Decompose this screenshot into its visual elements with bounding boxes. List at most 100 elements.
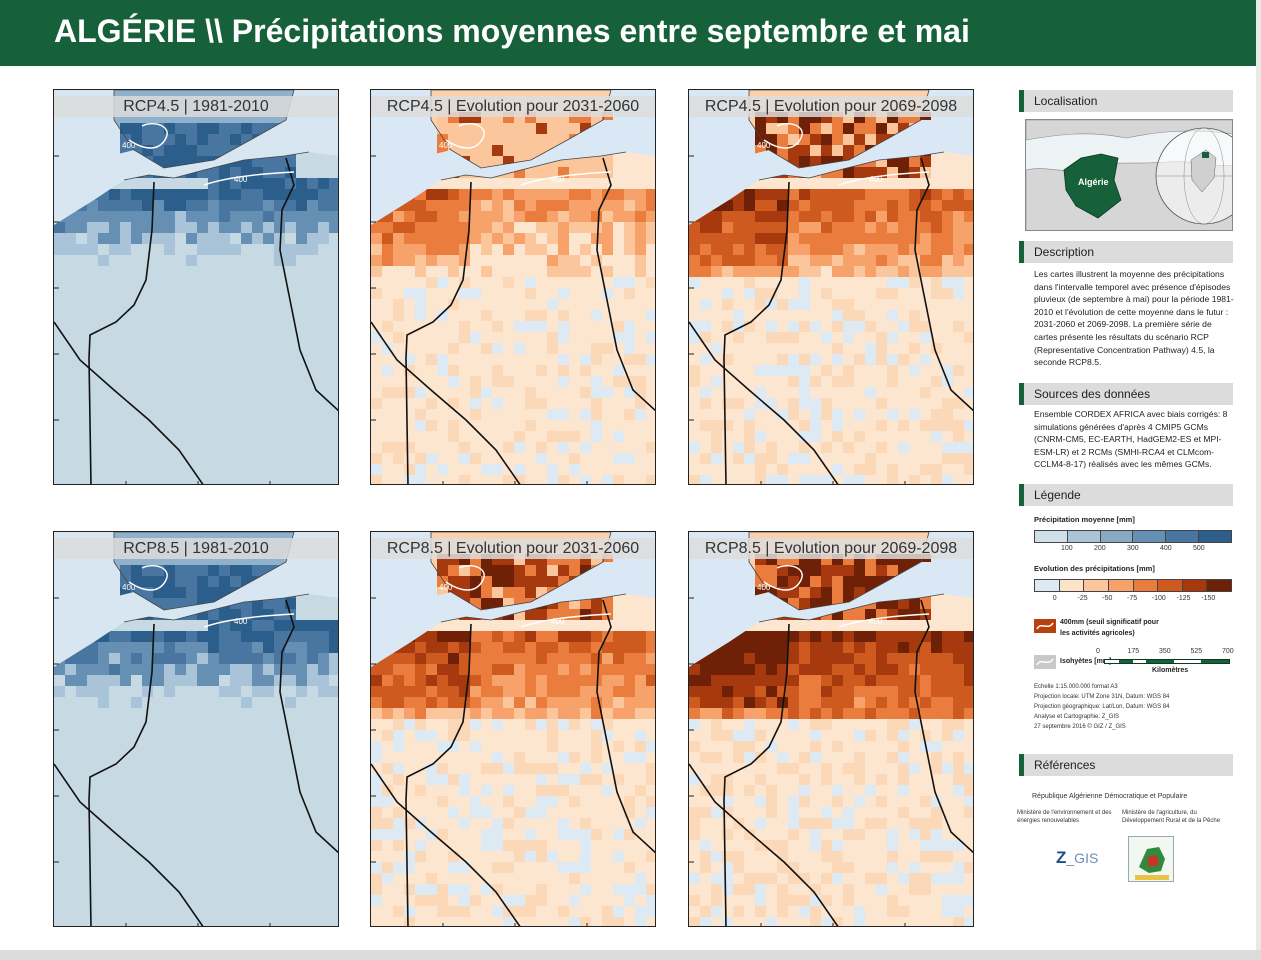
republic-label: République Algérienne Démocratique et Po… xyxy=(1032,793,1188,800)
page-shadow xyxy=(0,950,1261,960)
isohyet-label: 400 xyxy=(551,617,565,626)
map-note: Projection géographique: Lat/Lon, Datum:… xyxy=(1034,704,1170,710)
legend-tick-label: -125 xyxy=(1176,595,1191,602)
precip-ticks: 100 200 300 400 500 xyxy=(1034,545,1232,555)
legend-tick-label: 525 xyxy=(1190,648,1203,655)
map-canvas: 400 400 xyxy=(689,90,973,484)
ministry-agriculture: Ministère de l'agriculture, du Développe… xyxy=(1122,810,1221,824)
description-text: Les cartes illustrent la moyenne des pré… xyxy=(1034,269,1234,368)
precip-color-class xyxy=(1035,531,1068,542)
ministry-environment: Ministère de l'environnement et des éner… xyxy=(1017,810,1112,824)
map-rcp45-2069-2098: 400 400 RCP4.5 | Evolution pour 2069-2098 xyxy=(688,89,974,485)
map-note: Echelle 1:15.000.000 format A3 xyxy=(1034,684,1118,690)
legend-tick-label: 200 xyxy=(1094,545,1106,552)
scale-bar-ticks: 0 175 350 525 700 xyxy=(1096,648,1234,658)
map-canvas: 400 400 xyxy=(371,90,655,484)
precip-color-class xyxy=(1133,531,1167,542)
map-canvas: 400 400 xyxy=(689,532,973,926)
legend-tick-label: -25 xyxy=(1077,595,1088,602)
section-heading: Sources des données xyxy=(1034,387,1151,401)
section-heading: Légende xyxy=(1034,488,1081,502)
map-title: RCP8.5 | 1981-2010 xyxy=(54,538,338,559)
isohyet-label: 400 xyxy=(551,175,565,184)
legend-tick-label: -150 xyxy=(1201,595,1216,602)
section-description: Description xyxy=(1019,241,1233,263)
map-canvas: 400 400 xyxy=(54,532,338,926)
sources-text: Ensemble CORDEX AFRICA avec biais corrig… xyxy=(1034,409,1228,470)
map-rcp85-1981-2010: 400 400 RCP8.5 | 1981-2010 xyxy=(53,531,339,927)
evolution-color-class xyxy=(1059,580,1085,591)
legend-tick-label: 500 xyxy=(1193,545,1205,552)
legend-tick-label: 100 xyxy=(1061,545,1073,552)
isohyet-label: Isohyètes [mm] xyxy=(1060,658,1112,665)
legend-tick-label: -100 xyxy=(1151,595,1166,602)
evolution-color-class xyxy=(1207,580,1231,591)
legend-tick-label: 0 xyxy=(1052,595,1057,602)
map-canvas: 400 400 xyxy=(371,532,655,926)
zgis-logo: Z_GIS xyxy=(1056,848,1099,867)
precip-color-class xyxy=(1100,531,1134,542)
evolution-color-class xyxy=(1108,580,1134,591)
evolution-legend-title: Evolution des précipitations [mm] xyxy=(1034,564,1155,573)
legend-tick-label: -75 xyxy=(1127,595,1138,602)
map-canvas: 400 400 xyxy=(54,90,338,484)
locator-map: Algérie xyxy=(1025,119,1233,231)
threshold-label: 400mm (seuil significatif pour les activ… xyxy=(1060,619,1159,637)
scale-unit: Kilomètres xyxy=(1152,667,1189,674)
section-legend: Légende xyxy=(1019,484,1233,506)
section-references: Références xyxy=(1019,754,1233,776)
evolution-color-class xyxy=(1084,580,1109,591)
evolution-color-class xyxy=(1182,580,1208,591)
map-note: 27 septembre 2016 © GIZ / Z_GIS xyxy=(1034,724,1126,730)
map-title: RCP4.5 | Evolution pour 2031-2060 xyxy=(371,96,655,117)
map-rcp45-1981-2010: 400 400 RCP4.5 | 1981-2010 xyxy=(53,89,339,485)
evolution-color-class xyxy=(1133,580,1159,591)
isohyet-label: 400 xyxy=(869,617,883,626)
precip-color-class xyxy=(1199,531,1231,542)
page-title: ALGÉRIE \\ Précipitations moyennes entre… xyxy=(54,13,970,49)
map-title: RCP4.5 | 1981-2010 xyxy=(54,96,338,117)
isohyet-label: 400 xyxy=(439,583,453,592)
title-banner: ALGÉRIE \\ Précipitations moyennes entre… xyxy=(0,0,1256,66)
map-title: RCP8.5 | Evolution pour 2069-2098 xyxy=(689,538,973,559)
precip-color-class xyxy=(1067,531,1101,542)
map-note: Analyse et Cartographie: Z_GIS xyxy=(1034,714,1120,720)
map-rcp85-2031-2060: 400 400 RCP8.5 | Evolution pour 2031-2060 xyxy=(370,531,656,927)
legend-tick-label: 0 xyxy=(1096,648,1100,655)
map-rcp85-2069-2098: 400 400 RCP8.5 | Evolution pour 2069-2098 xyxy=(688,531,974,927)
isohyet-label: 400 xyxy=(122,583,136,592)
map-note: Projection locale: UTM Zone 31N, Datum: … xyxy=(1034,694,1170,700)
evolution-ticks: 0 -25 -50 -75 -100 -125 -150 xyxy=(1034,595,1232,605)
scale-bar xyxy=(1104,659,1230,664)
legend-tick-label: 175 xyxy=(1127,648,1140,655)
threshold-swatch xyxy=(1034,619,1056,633)
section-sources: Sources des données xyxy=(1019,383,1233,405)
section-heading: Références xyxy=(1034,758,1096,772)
isohyet-label: 400 xyxy=(757,583,771,592)
precip-legend-title: Précipitation moyenne [mm] xyxy=(1034,515,1135,524)
precip-color-class xyxy=(1166,531,1200,542)
precip-color-ramp xyxy=(1034,530,1232,543)
section-heading: Description xyxy=(1034,245,1095,259)
isohyet-label: 400 xyxy=(869,175,883,184)
legend-tick-label: 700 xyxy=(1222,648,1234,655)
map-title: RCP8.5 | Evolution pour 2031-2060 xyxy=(371,538,655,559)
encddd-logo xyxy=(1128,836,1174,882)
map-title: RCP4.5 | Evolution pour 2069-2098 xyxy=(689,96,973,117)
legend-tick-label: 400 xyxy=(1160,545,1172,552)
legend-tick-label: 300 xyxy=(1127,545,1139,552)
evolution-color-class xyxy=(1158,580,1183,591)
isohyet-label: 400 xyxy=(234,175,248,184)
evolution-color-class xyxy=(1035,580,1060,591)
isohyet-swatch xyxy=(1034,655,1056,669)
section-localisation: Localisation xyxy=(1019,90,1233,112)
algeria-label: Algérie xyxy=(1078,177,1109,187)
map-rcp45-2031-2060: 400 400 RCP4.5 | Evolution pour 2031-2060 xyxy=(370,89,656,485)
evolution-color-ramp xyxy=(1034,579,1232,592)
isohyet-label: 400 xyxy=(439,141,453,150)
isohyet-label: 400 xyxy=(122,141,136,150)
isohyet-label: 400 xyxy=(234,617,248,626)
legend-tick-label: 350 xyxy=(1159,648,1171,655)
legend-tick-label: -50 xyxy=(1102,595,1113,602)
section-heading: Localisation xyxy=(1034,94,1098,108)
